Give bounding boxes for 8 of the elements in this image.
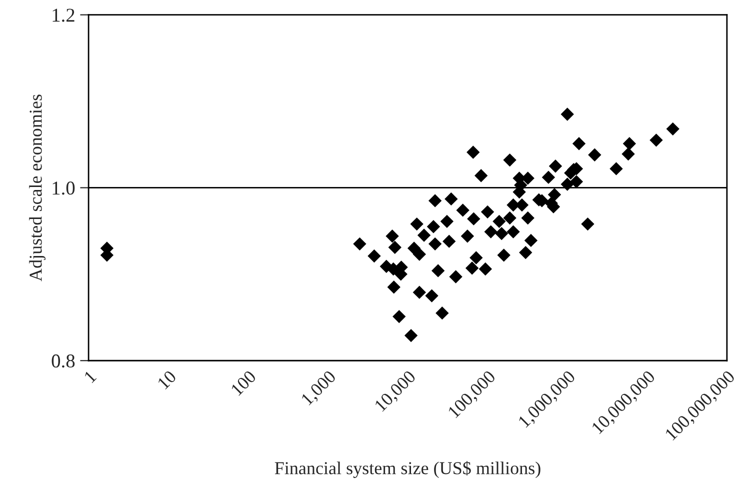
y-tick-label: 0.8 (52, 354, 75, 368)
y-axis-title: Adjusted scale economies (29, 94, 46, 282)
y-tick-label: 1.0 (52, 182, 75, 195)
x-tick-label: 10 (157, 370, 177, 390)
y-tick-label: 1.2 (52, 8, 74, 22)
x-axis-title: Financial system size (US$ millions) (274, 461, 540, 478)
x-tick-label: 1 (84, 370, 97, 384)
x-tick-label: 100 (230, 370, 257, 396)
